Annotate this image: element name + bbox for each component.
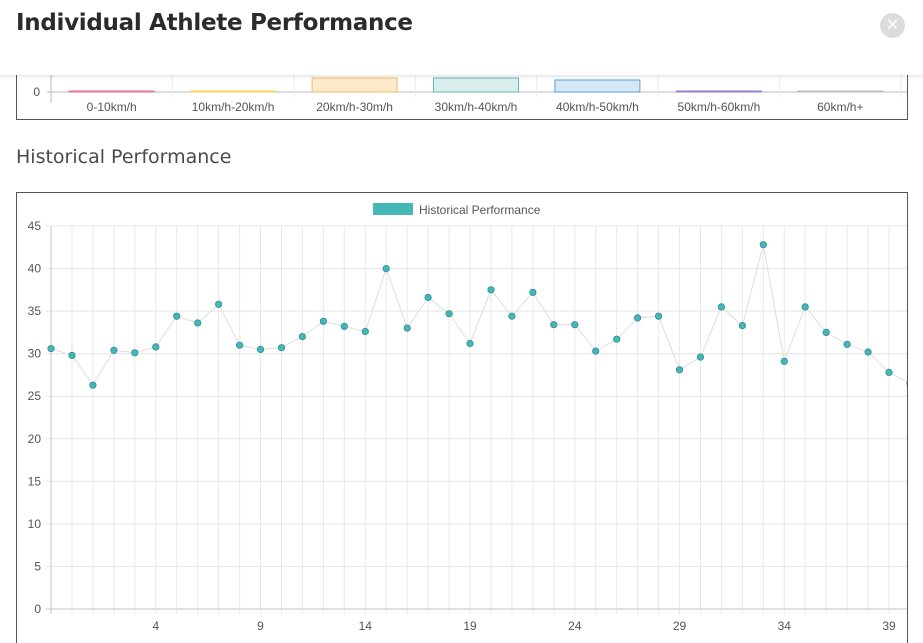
x-tick-label: 29 [673,619,687,633]
y-tick-label: 25 [28,389,42,403]
y-tick-label: 45 [28,219,42,233]
data-point[interactable] [173,312,181,320]
data-point[interactable] [382,265,390,273]
data-point[interactable] [529,288,537,297]
data-point[interactable] [801,303,809,311]
speed-bar[interactable] [311,77,398,93]
x-tick-label: 14 [359,619,373,633]
y-tick-label: 0 [34,602,41,616]
speed-category-label: 20km/h-30m/h [316,100,393,114]
data-point[interactable] [466,339,474,348]
legend-swatch[interactable] [373,203,413,215]
data-point[interactable] [613,335,621,343]
data-point[interactable] [152,343,160,351]
speed-category-label: 60km/h+ [817,100,863,114]
x-tick-label: 24 [568,619,582,633]
data-point[interactable] [110,346,118,354]
data-point[interactable] [654,312,663,320]
data-point[interactable] [47,345,55,353]
x-tick-label: 4 [152,619,159,633]
data-point[interactable] [717,303,726,311]
data-point[interactable] [403,324,411,332]
data-point[interactable] [298,333,306,341]
data-point[interactable] [885,368,893,376]
x-tick-label: 9 [257,619,264,633]
speed-bar[interactable] [190,90,277,93]
data-point[interactable] [89,381,97,389]
historical-performance-heading: Historical Performance [16,146,232,168]
data-point[interactable] [277,344,286,352]
data-point[interactable] [194,319,202,327]
data-point[interactable] [822,328,830,336]
modal-header: Individual Athlete Performance ✕ [0,0,923,75]
data-point[interactable] [780,357,788,365]
speed-category-label: 30km/h-40km/h [435,100,518,114]
historical-performance-chart: 0 5 10 15 20 25 30 35 40 45 4 9 14 19 24 29 34 39 Histor… [16,192,908,643]
y-tick-label: 30 [28,347,42,361]
speed-y-tick-label: 0 [33,85,40,99]
speed-bar[interactable] [675,90,762,93]
series-line [50,244,907,387]
data-point[interactable] [340,322,348,330]
speed-category-label: 40km/h-50km/h [556,100,639,114]
data-point[interactable] [843,340,851,348]
y-tick-label: 10 [28,517,42,531]
data-point[interactable] [675,366,684,374]
data-point[interactable] [236,341,244,349]
y-tick-label: 20 [28,432,42,446]
data-point[interactable] [571,321,579,329]
x-tick-label: 34 [778,619,792,633]
data-point[interactable] [361,327,369,336]
data-point[interactable] [633,314,642,322]
speed-bar[interactable] [68,90,155,93]
speed-zone-chart-svg: 0 0-10km/h 10km/h-20km/h 20km/h-30m/h 30km/… [33,61,907,114]
data-point[interactable] [864,348,872,356]
data-point[interactable] [508,312,516,320]
data-point[interactable] [445,310,453,318]
speed-category-label: 50km/h-60km/h [678,100,761,114]
data-point[interactable] [550,321,558,329]
x-tick-label: 19 [463,619,477,633]
data-point[interactable] [592,347,600,355]
data-point[interactable] [424,293,432,302]
data-point[interactable] [696,353,705,361]
data-point[interactable] [256,345,265,353]
data-point[interactable] [487,286,495,294]
speed-bar[interactable] [433,77,519,93]
data-point[interactable] [319,317,327,325]
speed-category-label: 10km/h-20km/h [192,100,275,114]
y-tick-label: 40 [28,262,42,276]
speed-category-label: 0-10km/h [87,100,137,114]
modal-title: Individual Athlete Performance [16,10,413,36]
data-point[interactable] [215,300,223,308]
y-tick-label: 35 [28,304,42,318]
data-point[interactable] [738,322,747,330]
speed-bar[interactable] [797,90,884,93]
historical-performance-chart-svg: 0 5 10 15 20 25 30 35 40 45 4 9 14 19 24 29 34 39 Histor… [28,203,907,633]
data-point[interactable] [759,241,767,249]
legend-label[interactable]: Historical Performance [419,203,541,217]
x-tick-label: 39 [882,619,896,633]
y-tick-label: 5 [34,559,41,573]
data-point[interactable] [131,349,139,357]
speed-bar[interactable] [554,79,641,93]
close-icon[interactable]: ✕ [880,13,905,38]
data-point[interactable] [68,351,76,359]
y-tick-label: 15 [28,474,42,488]
